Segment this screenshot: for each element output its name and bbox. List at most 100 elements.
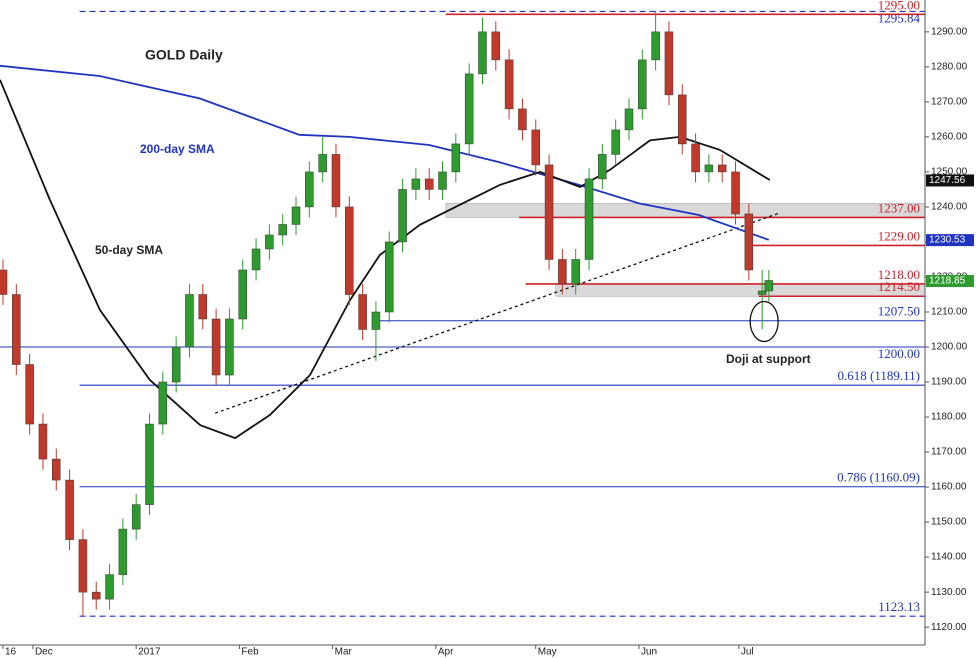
candle-body (651, 31, 660, 61)
candle-body (678, 94, 687, 145)
candle-body (305, 171, 314, 208)
candle-body (478, 31, 487, 75)
candle-body (518, 108, 527, 131)
candle-body (131, 504, 141, 530)
candle-body (664, 31, 674, 96)
candle-body (91, 591, 101, 600)
candle-body (717, 164, 727, 173)
y-tick-label: 1270.00 (931, 97, 968, 108)
candle-body (398, 189, 407, 243)
candle-body (291, 206, 301, 225)
level-label: 1237.00 (878, 200, 920, 215)
level-label: 1214.50 (878, 279, 920, 294)
candle-body (105, 574, 114, 600)
x-tick-label: Apr (438, 647, 454, 658)
candle-body (185, 294, 194, 348)
candle-body (558, 259, 567, 285)
x-tick-label: Mar (335, 647, 353, 658)
candle-body (318, 154, 327, 173)
trendline (214, 212, 781, 414)
x-tick-label: May (538, 647, 557, 658)
support-zone (445, 203, 926, 218)
x-tick-label: Jul (741, 647, 754, 658)
candle-body (211, 318, 221, 376)
level-label: 1295.00 (878, 0, 920, 12)
candle-body (584, 178, 594, 260)
chart-title: GOLD Daily (145, 47, 223, 63)
candle-body (598, 154, 607, 180)
candle-body (451, 143, 461, 173)
price-tag (926, 234, 974, 247)
candle-body (544, 164, 554, 260)
candle-body (251, 248, 261, 271)
candle-body (411, 178, 421, 190)
candle-body (371, 311, 381, 330)
level-label: 0.618 (1189.11) (838, 368, 920, 383)
candle-body (265, 234, 274, 250)
candle-body (491, 31, 501, 61)
candle-body (504, 59, 514, 110)
candle-body (331, 154, 341, 208)
y-tick-label: 1210.00 (931, 307, 968, 318)
candle-body (78, 539, 88, 593)
y-tick-label: 1280.00 (931, 62, 968, 73)
candle-body (38, 423, 48, 460)
candle-body (424, 178, 434, 190)
candle-body (757, 290, 767, 295)
candle-body (158, 381, 168, 425)
x-tick-label: Jun (641, 647, 657, 658)
candle-body (704, 164, 714, 173)
candle-body (438, 171, 447, 190)
candle-body (611, 129, 620, 155)
sma200-label: 200-day SMA (140, 142, 215, 156)
level-label: 0.786 (1160.09) (837, 470, 920, 485)
x-tick-label: 16 (5, 647, 17, 658)
y-tick-label: 1240.00 (931, 202, 968, 213)
candle-body (358, 294, 367, 330)
price-tag (926, 174, 974, 187)
candle-body (118, 528, 128, 575)
price-tag-label: 1218.85 (929, 276, 966, 287)
candle-body (624, 108, 634, 131)
candle-body (12, 294, 21, 365)
level-label: 1207.50 (878, 304, 920, 319)
y-tick-label: 1290.00 (931, 27, 968, 38)
level-label: 1218.00 (878, 267, 920, 282)
candle-body (384, 241, 394, 313)
candle-body (52, 458, 61, 481)
y-tick-label: 1120.00 (931, 622, 967, 633)
candle-body (764, 280, 774, 292)
y-tick-label: 1170.00 (931, 447, 967, 458)
candle-body (571, 259, 580, 285)
candle-body (238, 269, 247, 320)
y-tick-label: 1150.00 (931, 517, 967, 528)
x-tick-label: Feb (241, 647, 259, 658)
support-zone (555, 283, 926, 297)
candle-body (731, 171, 740, 215)
candle-body (65, 479, 74, 540)
x-tick-label: Dec (35, 647, 53, 658)
price-tag-label: 1230.53 (929, 235, 966, 246)
y-tick-label: 1260.00 (931, 132, 968, 143)
y-tick-label: 1140.00 (931, 552, 967, 563)
doji-label: Doji at support (726, 352, 811, 366)
level-label: 1123.13 (878, 599, 920, 614)
level-label: 1200.00 (878, 346, 920, 361)
candle-body (0, 269, 8, 295)
sma-line (0, 64, 770, 241)
level-label: 1229.00 (878, 228, 920, 243)
sma50-label: 50-day SMA (95, 243, 163, 257)
y-tick-label: 1160.00 (931, 482, 967, 493)
x-tick-label: 2017 (138, 647, 161, 658)
y-tick-label: 1250.00 (931, 167, 968, 178)
y-tick-label: 1190.00 (931, 377, 967, 388)
candle-body (25, 364, 34, 425)
candle-body (171, 346, 181, 383)
candle-body (278, 224, 287, 236)
y-tick-label: 1130.00 (931, 587, 967, 598)
price-tag-label: 1247.56 (929, 175, 966, 186)
candle-body (225, 318, 234, 376)
candle-body (744, 213, 754, 271)
